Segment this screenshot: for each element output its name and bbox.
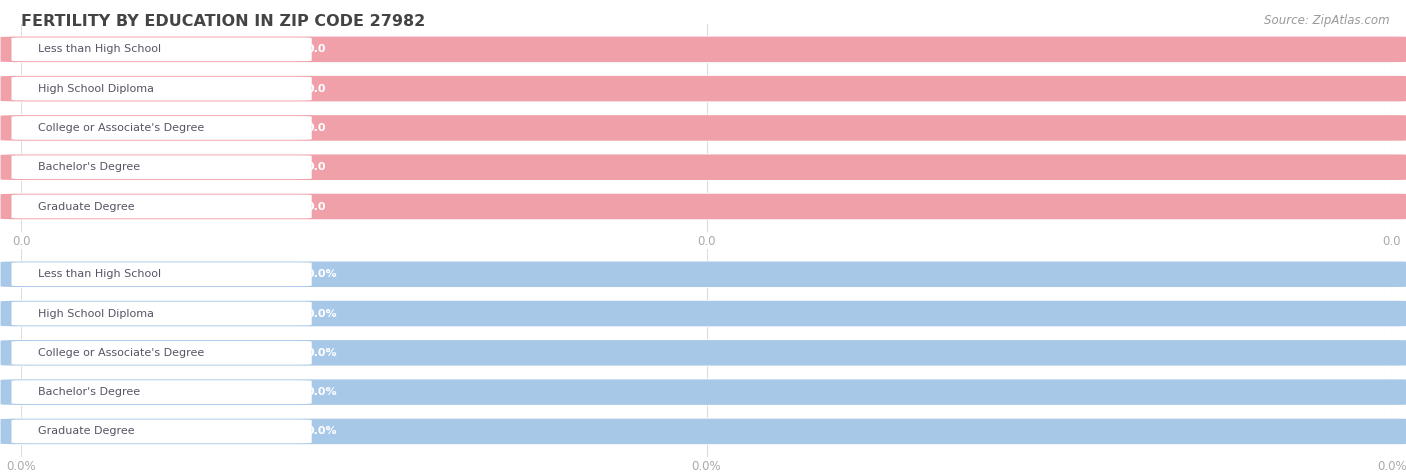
FancyBboxPatch shape xyxy=(0,37,1406,62)
FancyBboxPatch shape xyxy=(0,154,1406,180)
Text: Bachelor's Degree: Bachelor's Degree xyxy=(38,387,139,397)
FancyBboxPatch shape xyxy=(0,76,1406,101)
Text: 0.0%: 0.0% xyxy=(307,387,337,397)
Text: College or Associate's Degree: College or Associate's Degree xyxy=(38,348,204,358)
FancyBboxPatch shape xyxy=(0,154,1406,180)
FancyBboxPatch shape xyxy=(0,301,1406,327)
Text: Source: ZipAtlas.com: Source: ZipAtlas.com xyxy=(1264,14,1389,27)
Text: 0.0%: 0.0% xyxy=(307,269,337,279)
FancyBboxPatch shape xyxy=(11,195,312,218)
Text: Bachelor's Degree: Bachelor's Degree xyxy=(38,162,139,172)
Text: Graduate Degree: Graduate Degree xyxy=(38,201,134,211)
FancyBboxPatch shape xyxy=(11,380,312,404)
Text: 0.0: 0.0 xyxy=(307,44,326,54)
FancyBboxPatch shape xyxy=(0,379,1406,405)
Text: 0.0%: 0.0% xyxy=(307,348,337,358)
FancyBboxPatch shape xyxy=(0,115,1406,141)
FancyBboxPatch shape xyxy=(0,340,1406,366)
FancyBboxPatch shape xyxy=(0,76,1406,101)
FancyBboxPatch shape xyxy=(0,340,1406,366)
FancyBboxPatch shape xyxy=(11,302,312,326)
Text: Graduate Degree: Graduate Degree xyxy=(38,426,134,436)
FancyBboxPatch shape xyxy=(0,194,1406,219)
FancyBboxPatch shape xyxy=(11,341,312,365)
Text: College or Associate's Degree: College or Associate's Degree xyxy=(38,123,204,133)
Text: High School Diploma: High School Diploma xyxy=(38,84,153,94)
Text: 0.0%: 0.0% xyxy=(307,426,337,436)
FancyBboxPatch shape xyxy=(0,301,1406,327)
FancyBboxPatch shape xyxy=(0,37,1406,62)
FancyBboxPatch shape xyxy=(11,38,312,61)
Text: Less than High School: Less than High School xyxy=(38,269,160,279)
Text: Less than High School: Less than High School xyxy=(38,44,160,54)
FancyBboxPatch shape xyxy=(0,261,1406,287)
Text: 0.0: 0.0 xyxy=(307,162,326,172)
FancyBboxPatch shape xyxy=(0,419,1406,444)
FancyBboxPatch shape xyxy=(0,419,1406,444)
Text: FERTILITY BY EDUCATION IN ZIP CODE 27982: FERTILITY BY EDUCATION IN ZIP CODE 27982 xyxy=(21,14,426,30)
Text: 0.0: 0.0 xyxy=(307,84,326,94)
Text: 0.0: 0.0 xyxy=(307,201,326,211)
Text: High School Diploma: High School Diploma xyxy=(38,308,153,318)
FancyBboxPatch shape xyxy=(11,419,312,443)
FancyBboxPatch shape xyxy=(11,77,312,100)
FancyBboxPatch shape xyxy=(11,262,312,286)
FancyBboxPatch shape xyxy=(0,194,1406,219)
FancyBboxPatch shape xyxy=(11,155,312,179)
Text: 0.0%: 0.0% xyxy=(307,308,337,318)
FancyBboxPatch shape xyxy=(0,115,1406,141)
FancyBboxPatch shape xyxy=(0,261,1406,287)
FancyBboxPatch shape xyxy=(11,116,312,140)
FancyBboxPatch shape xyxy=(0,379,1406,405)
Text: 0.0: 0.0 xyxy=(307,123,326,133)
